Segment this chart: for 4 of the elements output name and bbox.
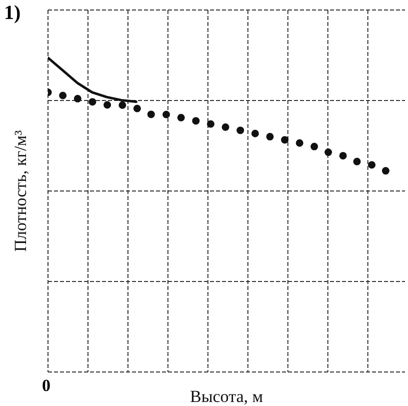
text: 0	[42, 376, 50, 396]
chart-title: 1)	[4, 2, 21, 25]
x-axis-title: Высота, м	[190, 387, 264, 406]
y-axis-title: Плотность, кг/м³	[11, 130, 30, 252]
